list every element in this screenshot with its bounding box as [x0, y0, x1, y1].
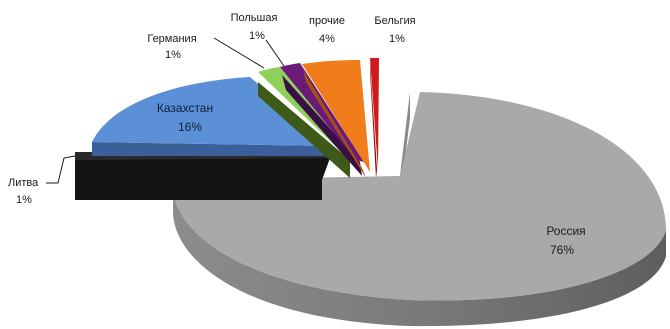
slice-kazakhstan — [92, 77, 330, 156]
slice-other-side — [303, 70, 366, 178]
label-poland-value: 1% — [249, 30, 265, 42]
label-belgium-name: Бельгия — [374, 15, 415, 27]
label-kazakhstan-value: 16% — [178, 120, 202, 134]
slice-russia-top — [172, 92, 666, 301]
slice-poland-side — [282, 75, 362, 176]
slice-other — [302, 60, 370, 178]
slice-lithuania-side — [75, 158, 330, 200]
slice-germany-side — [258, 82, 350, 178]
label-poland-name: Польшая — [231, 12, 278, 24]
label-other-name: прочие — [309, 15, 345, 27]
slice-russia-side — [172, 180, 666, 327]
label-russia-value: 76% — [550, 243, 574, 257]
slice-kazakhstan-top — [92, 77, 330, 146]
slice-kazakhstan-side — [92, 142, 330, 156]
label-russia-name: Россия — [546, 224, 585, 238]
label-belgium-value: 1% — [389, 33, 405, 45]
label-germany-value: 1% — [165, 49, 181, 61]
leader-lithuania — [46, 155, 76, 184]
slice-belgium — [370, 58, 379, 178]
slice-lithuania — [75, 152, 330, 200]
leader-poland — [265, 39, 285, 67]
slice-belgium-side — [370, 63, 377, 178]
slice-other-top — [302, 60, 370, 172]
label-other-value: 4% — [319, 33, 335, 45]
label-germany-name: Германия — [147, 33, 196, 45]
label-kazakhstan-name: Казахстан — [157, 101, 213, 115]
leader-lines — [46, 37, 285, 184]
label-lithuania-value: 1% — [16, 194, 32, 206]
leader-germany — [213, 37, 265, 69]
slice-russia — [172, 92, 666, 327]
label-lithuania-name: Литва — [8, 177, 39, 189]
slice-belgium-top — [370, 58, 379, 170]
